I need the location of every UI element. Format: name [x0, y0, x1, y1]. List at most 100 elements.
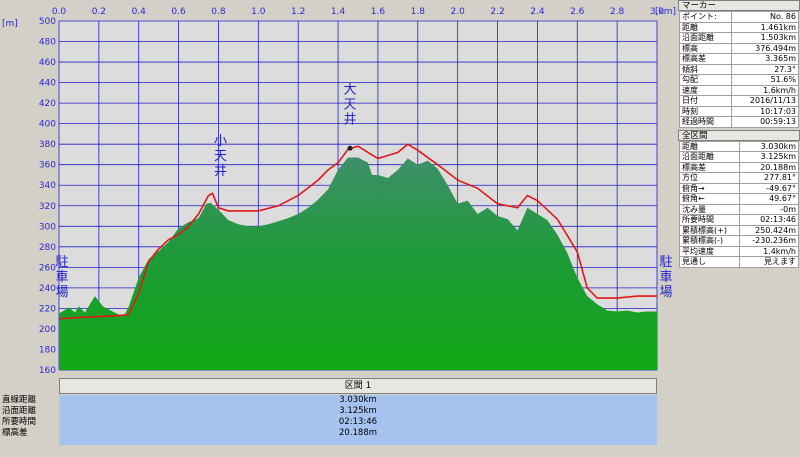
summary-labels: 直線距離 沿面距離 所要時間 標高差	[0, 395, 58, 439]
peak-label: 駐車場	[659, 255, 672, 300]
x-tick-label: 2.0	[451, 7, 466, 17]
all-section-label: 累積標高(+)	[678, 224, 741, 236]
marker-value: 10:17:03	[731, 105, 799, 117]
peak-label: 駐車場	[55, 255, 68, 300]
marker-label: 距離	[678, 21, 733, 33]
summary-label-straight-distance: 直線距離	[2, 395, 37, 405]
y-tick-label: 420	[39, 99, 56, 109]
y-tick-label: 360	[39, 161, 56, 171]
marker-value: 27.3°	[731, 63, 799, 75]
summary-value-elapsed-time: 02:13:46	[338, 417, 378, 427]
all-section-value: 1.4km/h	[739, 245, 799, 257]
all-section-row: 沈み量 -0m	[678, 203, 799, 215]
all-section-label: 方位	[678, 172, 741, 184]
info-panel: マーカー ポイント: No. 86 距離 1.461km 沿面距離 1.503km 標高 37…	[678, 0, 800, 457]
y-tick-label: 400	[39, 120, 56, 130]
y-tick-label: 460	[39, 58, 56, 68]
x-tick-label: 1.0	[251, 7, 266, 17]
summary-label-elevation-diff: 標高差	[2, 428, 28, 438]
all-section-value: 277.81°	[739, 172, 799, 184]
all-section-label: 所要時間	[678, 214, 741, 226]
summary-value-straight-distance: 3.030km	[339, 395, 377, 405]
marker-label: 経過時間	[678, 116, 733, 128]
x-tick-label: 1.6	[371, 7, 386, 17]
all-section-value: -49.67°	[739, 182, 799, 194]
all-section-table: 距離 3.030km 沿面距離 3.125km 標高差 20.188m 方位 277.81° 俯…	[678, 140, 799, 268]
all-section-label: 距離	[678, 140, 741, 152]
all-section-row: 標高差 20.188m	[678, 161, 799, 173]
marker-panel-title: マーカー	[678, 0, 800, 11]
x-tick-label: 0.8	[211, 7, 226, 17]
marker-value: 00:59:13	[731, 116, 799, 128]
marker-value: 51.6%	[731, 74, 799, 86]
marker-row: 標高 376.494m	[678, 42, 799, 54]
summary-value-elevation-diff: 20.188m	[338, 428, 378, 438]
marker-value: 1.503km	[731, 32, 799, 44]
summary-value-surface-distance: 3.125km	[339, 406, 377, 416]
marker-value: 3.365m	[731, 53, 799, 65]
marker-label: 時刻	[678, 105, 733, 117]
all-section-row: 累積標高(-) -230.236m	[678, 235, 799, 247]
position-marker	[347, 145, 353, 151]
peak-label: 大天井	[344, 83, 357, 128]
marker-row: ポイント: No. 86	[678, 11, 799, 23]
elevation-chart[interactable]: 160 180 200 220 240 260 280 300 320 340 360 380 400 4…	[0, 0, 677, 378]
all-section-value: -230.236m	[739, 235, 799, 247]
marker-value: 376.494m	[731, 42, 799, 54]
y-tick-label: 220	[39, 304, 56, 314]
y-tick-label: 500	[39, 17, 56, 27]
peak-label: 小天井	[214, 134, 227, 179]
all-section-value: 49.67°	[739, 193, 799, 205]
all-section-label: 沿面距離	[678, 151, 741, 163]
x-tick-label: 1.2	[291, 7, 305, 17]
marker-value: 1.461km	[731, 21, 799, 33]
marker-label: 沿面距離	[678, 32, 733, 44]
all-section-label: 累積標高(-)	[678, 235, 741, 247]
marker-row: 日付 2016/11/13	[678, 95, 799, 107]
all-section-row: 俯角→ -49.67°	[678, 182, 799, 194]
all-section-row: 距離 3.030km	[678, 140, 799, 152]
all-section-row: 所要時間 02:13:46	[678, 214, 799, 226]
marker-row: 速度 1.6km/h	[678, 84, 799, 96]
marker-label: 速度	[678, 84, 733, 96]
all-section-label: 平均速度	[678, 245, 741, 257]
all-section-value: 250.424m	[739, 224, 799, 236]
y-tick-label: 260	[39, 263, 56, 273]
all-section-label: 見通し	[678, 256, 741, 268]
y-tick-label: 480	[39, 38, 56, 48]
marker-value: 2016/11/13	[731, 95, 799, 107]
y-tick-label: 160	[39, 366, 56, 376]
x-tick-label: 2.4	[530, 7, 545, 17]
marker-label: 標高差	[678, 53, 733, 65]
y-tick-label: 280	[39, 243, 56, 253]
all-section-label: 俯角←	[678, 193, 741, 205]
all-section-row: 方位 277.81°	[678, 172, 799, 184]
x-tick-label: 0.0	[52, 7, 67, 17]
all-section-label: 俯角→	[678, 182, 741, 194]
y-tick-label: 440	[39, 79, 56, 89]
elevation-chart-svg[interactable]: 160 180 200 220 240 260 280 300 320 340 360 380 400 4…	[0, 0, 677, 378]
section-label: 区間 1	[344, 381, 372, 391]
x-tick-label: 2.8	[610, 7, 625, 17]
x-tick-label: 0.6	[171, 7, 186, 17]
all-section-row: 沿面距離 3.125km	[678, 151, 799, 163]
x-tick-label: 0.4	[132, 7, 147, 17]
y-tick-label: 340	[39, 181, 56, 191]
marker-table: ポイント: No. 86 距離 1.461km 沿面距離 1.503km 標高 376.494…	[678, 11, 799, 128]
marker-row: 距離 1.461km	[678, 21, 799, 33]
x-tick-label: 1.4	[331, 7, 346, 17]
marker-label: 日付	[678, 95, 733, 107]
all-section-value: 3.125km	[739, 151, 799, 163]
marker-row: 沿面距離 1.503km	[678, 32, 799, 44]
x-tick-label: 2.6	[570, 7, 585, 17]
summary-values: 3.030km 3.125km 02:13:46 20.188m	[59, 395, 657, 445]
elevation-area	[59, 157, 657, 370]
y-tick-label: 380	[39, 140, 56, 150]
x-unit-label: [km]	[655, 7, 676, 17]
x-tick-label: 2.2	[490, 7, 504, 17]
x-tick-label: 1.8	[411, 7, 426, 17]
all-section-label: 標高差	[678, 161, 741, 173]
marker-row: 標高差 3.365m	[678, 53, 799, 65]
section-bar[interactable]: 区間 1	[59, 378, 657, 394]
all-section-row: 平均速度 1.4km/h	[678, 245, 799, 257]
